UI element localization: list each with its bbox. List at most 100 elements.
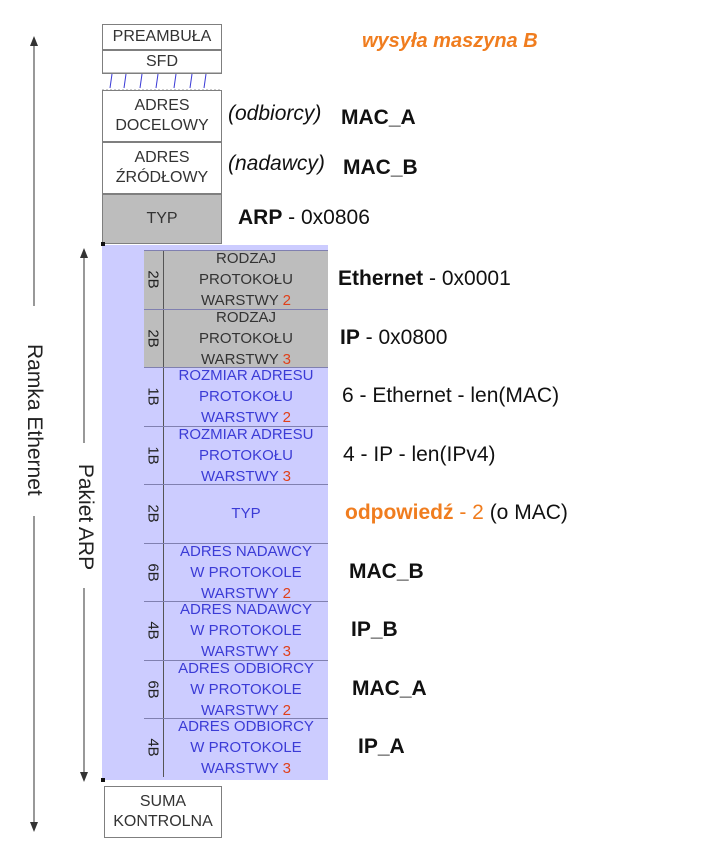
sfd-label: SFD: [146, 53, 178, 70]
value-bold: IP: [340, 325, 360, 349]
field-line3: WARSTWY 2: [201, 583, 291, 604]
field-text: TYP: [164, 485, 328, 543]
field-line3-text: WARSTWY: [200, 292, 283, 310]
field-line1: ADRES NADAWCY: [180, 542, 312, 560]
field-layer-number: 3: [282, 467, 291, 485]
field-line3-text: WARSTWY: [200, 467, 283, 485]
arp-field-value-1: IP - 0x0800: [340, 326, 447, 350]
type-value-name: ARP: [238, 206, 283, 229]
field-layer-number: 2: [282, 292, 291, 310]
field-size: 1B: [144, 446, 162, 465]
field-size-cell: 6B: [144, 543, 164, 601]
value-bold: Ethernet: [338, 267, 424, 290]
field-text: ADRES NADAWCY W PROTOKOLE WARSTWY 2: [164, 542, 328, 604]
arp-field-1: 2B RODZAJ PROTOKOŁU WARSTWY 3: [144, 308, 328, 370]
ethernet-frame-label: Ramka Ethernet: [23, 344, 46, 496]
field-line3: WARSTWY 2: [201, 700, 291, 721]
sender-note: wysyła maszyna B: [362, 30, 538, 52]
arp-field-8: 4B ADRES ODBIORCY W PROTOKOLE WARSTWY 3: [144, 718, 328, 777]
bit-stream-graphic: [102, 72, 222, 91]
field-layer-number: 3: [282, 350, 291, 368]
field-text: ROZMIAR ADRESU PROTOKOŁU WARSTWY 2: [164, 367, 328, 428]
type-value: ARP - 0x0806: [238, 206, 370, 230]
field-text: ADRES ODBIORCY W PROTOKOLE WARSTWY 3: [164, 718, 328, 779]
value-sep: -: [453, 501, 473, 524]
arp-field-value-3: 4 - IP - len(IPv4): [343, 443, 496, 467]
arp-field-7: 6B ADRES ODBIORCY W PROTOKOLE WARSTWY 2: [144, 659, 328, 721]
preamble-label: PREAMBUŁA: [112, 28, 212, 45]
checksum-line2: KONTROLNA: [113, 813, 213, 830]
field-layer-number: 2: [282, 701, 291, 719]
field-line2: W PROTOKOLE: [190, 622, 302, 640]
value-rest: 4 - IP - len(IPv4): [343, 442, 496, 466]
value-rest: - 0x0800: [359, 325, 448, 349]
arp-field-value-7: MAC_A: [352, 677, 427, 701]
arp-packet-bracket: [80, 248, 88, 782]
checksum-field: SUMA KONTROLNA: [104, 786, 222, 838]
field-size: 2B: [144, 504, 162, 523]
value-rest: 6 - Ethernet - len(MAC): [342, 384, 560, 407]
field-line3: WARSTWY 3: [201, 349, 291, 370]
field-line3: WARSTWY 2: [201, 407, 291, 428]
joint-marker: [101, 242, 105, 246]
field-size: 6B: [144, 563, 162, 582]
arp-field-0: 2B RODZAJ PROTOKOŁU WARSTWY 2: [144, 250, 328, 309]
src-address-line1: ADRES: [134, 149, 190, 166]
field-line2: PROTOKOŁU: [199, 329, 293, 347]
arp-field-value-0: Ethernet - 0x0001: [338, 267, 511, 291]
field-layer-number: 2: [282, 409, 291, 427]
src-address-line2: ŹRÓDŁOWY: [115, 169, 209, 186]
checksum-line1: SUMA: [139, 793, 187, 810]
field-size: 1B: [144, 387, 162, 406]
value-rest: - 0x0001: [423, 267, 511, 290]
field-line3-text: WARSTWY: [200, 584, 283, 602]
field-line3-text: WARSTWY: [200, 643, 283, 661]
arp-field-value-2: 6 - Ethernet - len(MAC): [342, 384, 559, 408]
field-size-cell: 2B: [144, 251, 164, 309]
field-size: 4B: [144, 621, 162, 640]
field-text: ROZMIAR ADRESU PROTOKOŁU WARSTWY 3: [164, 426, 328, 487]
field-size: 2B: [144, 329, 162, 348]
field-line1: RODZAJ: [216, 250, 276, 268]
src-value: MAC_B: [343, 156, 418, 179]
field-text: RODZAJ PROTOKOŁU WARSTWY 2: [164, 250, 328, 310]
dest-address-line1: ADRES: [134, 97, 190, 114]
field-text: ADRES ODBIORCY W PROTOKOLE WARSTWY 2: [164, 660, 328, 721]
value-bold: MAC_A: [352, 676, 427, 700]
field-text: ADRES NADAWCY W PROTOKOLE WARSTWY 3: [164, 601, 328, 661]
dest-value: MAC_A: [341, 106, 416, 129]
type-value-code: - 0x0806: [282, 206, 370, 229]
arp-field-value-4: odpowiedź - 2 (o MAC): [345, 501, 568, 525]
arp-packet-label: Pakiet ARP: [74, 463, 97, 571]
field-size: 2B: [144, 270, 162, 289]
arp-field-value-5: MAC_B: [349, 560, 424, 584]
field-line2: PROTOKOŁU: [199, 388, 293, 406]
field-layer-number: 3: [282, 760, 291, 778]
field-size-cell: 1B: [144, 368, 164, 426]
value-bold: IP_A: [358, 735, 405, 758]
field-line1: TYP: [231, 505, 261, 523]
dest-address-field: ADRES DOCELOWY: [102, 90, 222, 142]
src-address-field: ADRES ŹRÓDŁOWY: [102, 142, 222, 194]
field-layer-number: 3: [282, 643, 291, 661]
field-size-cell: 4B: [144, 602, 164, 660]
type-label: TYP: [146, 210, 178, 227]
dest-address-line2: DOCELOWY: [115, 117, 209, 134]
field-line1: ADRES NADAWCY: [180, 601, 312, 619]
field-line3-text: WARSTWY: [200, 760, 283, 778]
field-line1: RODZAJ: [216, 308, 276, 326]
value-bold: MAC_B: [349, 559, 424, 583]
arp-field-6: 4B ADRES NADAWCY W PROTOKOLE WARSTWY 3: [144, 601, 328, 660]
value-bold: IP_B: [351, 618, 398, 641]
field-layer-number: 2: [282, 584, 291, 602]
field-text: RODZAJ PROTOKOŁU WARSTWY 3: [164, 308, 328, 370]
arp-field-2: 1B ROZMIAR ADRESU PROTOKOŁU WARSTWY 2: [144, 367, 328, 426]
arp-field-5: 6B ADRES NADAWCY W PROTOKOLE WARSTWY 2: [144, 542, 328, 604]
arp-field-3: 1B ROZMIAR ADRESU PROTOKOŁU WARSTWY 3: [144, 425, 328, 487]
field-size-cell: 2B: [144, 485, 164, 543]
field-line3: WARSTWY 3: [201, 758, 291, 779]
field-line3: WARSTWY 3: [201, 466, 291, 487]
sfd-field: SFD: [102, 50, 222, 74]
field-line2: PROTOKOŁU: [199, 271, 293, 289]
field-line2: PROTOKOŁU: [199, 446, 293, 464]
